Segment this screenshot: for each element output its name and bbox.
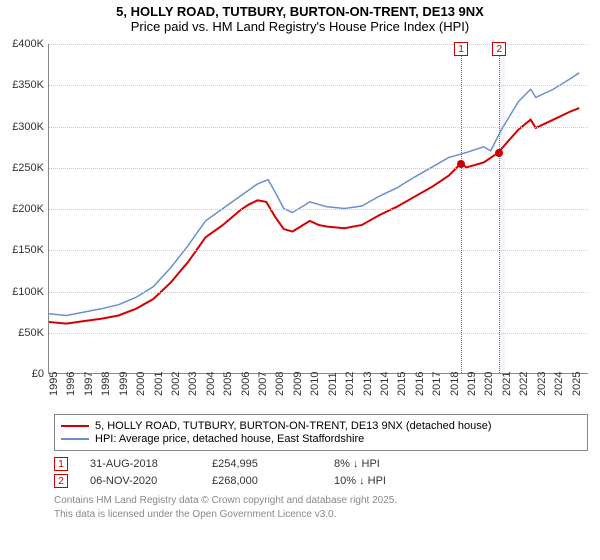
- legend-box: 5, HOLLY ROAD, TUTBURY, BURTON-ON-TRENT,…: [54, 414, 588, 451]
- title-block: 5, HOLLY ROAD, TUTBURY, BURTON-ON-TRENT,…: [4, 4, 596, 34]
- sale-date: 06-NOV-2020: [90, 475, 190, 487]
- legend-swatch: [61, 425, 89, 427]
- marker-dot: [457, 160, 465, 168]
- marker-label-box: 2: [492, 42, 506, 56]
- marker-dot: [495, 149, 503, 157]
- gridline: [49, 292, 588, 293]
- gridline: [49, 127, 588, 128]
- y-tick-label: £50K: [4, 327, 44, 339]
- sales-row: 1 31-AUG-2018 £254,995 8% ↓ HPI: [54, 457, 596, 471]
- x-tick-label: 2025: [571, 372, 600, 396]
- footer-text: Contains HM Land Registry data © Crown c…: [54, 494, 596, 521]
- marker-label-box: 1: [454, 42, 468, 56]
- footer-line-2: This data is licensed under the Open Gov…: [54, 508, 596, 522]
- gridline: [49, 85, 588, 86]
- chart-container: 5, HOLLY ROAD, TUTBURY, BURTON-ON-TRENT,…: [0, 0, 600, 525]
- sales-row: 2 06-NOV-2020 £268,000 10% ↓ HPI: [54, 474, 596, 488]
- legend-swatch: [61, 438, 89, 440]
- y-tick-label: £400K: [4, 38, 44, 50]
- sale-marker-icon: 1: [54, 457, 68, 471]
- gridline: [49, 333, 588, 334]
- sales-table: 1 31-AUG-2018 £254,995 8% ↓ HPI 2 06-NOV…: [54, 457, 596, 488]
- marker-line: [461, 44, 462, 373]
- gridline: [49, 250, 588, 251]
- sale-price: £254,995: [212, 458, 312, 470]
- legend-label: 5, HOLLY ROAD, TUTBURY, BURTON-ON-TRENT,…: [95, 420, 492, 432]
- legend-row: HPI: Average price, detached house, East…: [61, 433, 581, 445]
- chart-area: £0 £50K £100K £150K £200K £250K £300K £350K £400…: [4, 40, 596, 410]
- footer-line-1: Contains HM Land Registry data © Crown c…: [54, 494, 596, 508]
- y-tick-label: £250K: [4, 162, 44, 174]
- sale-delta: 10% ↓ HPI: [334, 475, 434, 487]
- y-tick-label: £150K: [4, 244, 44, 256]
- legend-label: HPI: Average price, detached house, East…: [95, 433, 364, 445]
- sale-delta: 8% ↓ HPI: [334, 458, 434, 470]
- sale-price: £268,000: [212, 475, 312, 487]
- sale-marker-icon: 2: [54, 474, 68, 488]
- y-tick-label: £300K: [4, 121, 44, 133]
- title-main: 5, HOLLY ROAD, TUTBURY, BURTON-ON-TRENT,…: [4, 4, 596, 19]
- sale-date: 31-AUG-2018: [90, 458, 190, 470]
- gridline: [49, 44, 588, 45]
- y-tick-label: £350K: [4, 79, 44, 91]
- marker-line: [499, 44, 500, 373]
- gridline: [49, 168, 588, 169]
- y-tick-label: £100K: [4, 286, 44, 298]
- gridline: [49, 209, 588, 210]
- y-tick-label: £0: [4, 368, 44, 380]
- legend-row: 5, HOLLY ROAD, TUTBURY, BURTON-ON-TRENT,…: [61, 420, 581, 432]
- title-sub: Price paid vs. HM Land Registry's House …: [4, 19, 596, 34]
- y-tick-label: £200K: [4, 203, 44, 215]
- plot-region: 12: [48, 44, 588, 374]
